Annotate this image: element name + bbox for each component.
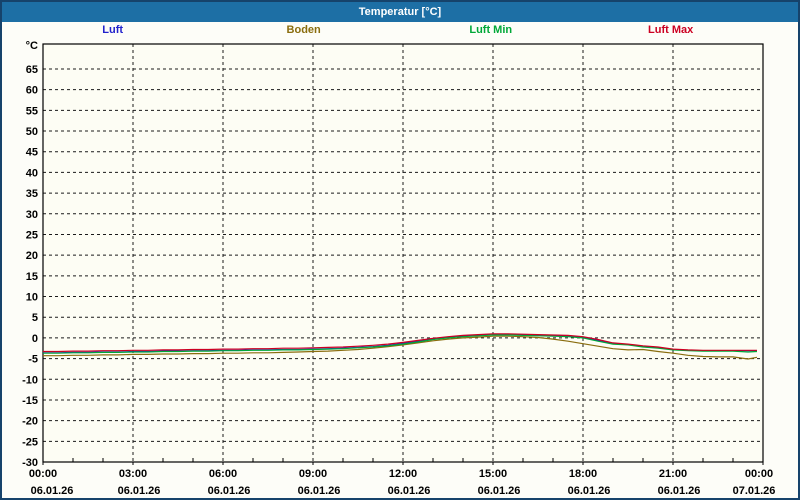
x-tick-time-label: 03:00 [119, 468, 147, 480]
y-tick-label: 5 [32, 312, 38, 324]
y-tick-label: 65 [26, 64, 38, 76]
legend-item-luft-min: Luft Min [469, 24, 513, 36]
x-tick-date-label: 06.01.26 [298, 485, 341, 497]
y-tick-label: 35 [26, 188, 38, 200]
y-tick-label: 30 [26, 209, 38, 221]
x-tick-time-label: 18:00 [569, 468, 597, 480]
x-tick-time-label: 15:00 [479, 468, 507, 480]
legend-item-boden: Boden [286, 24, 321, 36]
x-tick-date-label: 07.01.26 [733, 485, 776, 497]
y-tick-label: -30 [22, 457, 38, 469]
y-tick-label: 40 [26, 167, 38, 179]
series-line-boden [43, 335, 758, 360]
y-tick-label: 45 [26, 147, 38, 159]
series-line-luft-min [43, 334, 758, 354]
x-tick-date-label: 06.01.26 [658, 485, 701, 497]
y-tick-label: 0 [32, 333, 38, 345]
y-tick-label: -5 [28, 354, 38, 366]
legend-item-luft-max: Luft Max [648, 24, 694, 36]
y-tick-label: 20 [26, 250, 38, 262]
x-tick-time-label: 06:00 [209, 468, 237, 480]
x-tick-time-label: 12:00 [389, 468, 417, 480]
y-tick-label: 10 [26, 292, 38, 304]
window-title-bar: Temperatur [°C] [2, 2, 798, 22]
x-tick-time-label: 21:00 [659, 468, 687, 480]
y-tick-label: 50 [26, 126, 38, 138]
x-tick-date-label: 06.01.26 [118, 485, 161, 497]
x-tick-date-label: 06.01.26 [208, 485, 251, 497]
x-tick-time-label: 09:00 [299, 468, 327, 480]
x-tick-date-label: 06.01.26 [568, 485, 611, 497]
y-tick-label: 15 [26, 271, 38, 283]
y-tick-label: -25 [22, 436, 38, 448]
x-tick-date-label: 06.01.26 [478, 485, 521, 497]
series-line-luft-max [43, 333, 757, 353]
y-tick-label: -15 [22, 395, 38, 407]
y-tick-label: 60 [26, 85, 38, 97]
x-tick-date-label: 06.01.26 [388, 485, 431, 497]
x-tick-time-label: 00:00 [745, 468, 773, 480]
plot-border [42, 43, 764, 463]
y-tick-label: -20 [22, 416, 38, 428]
chart-legend: Luft Boden Luft Min Luft Max [2, 22, 798, 40]
x-tick-time-label: 00:00 [29, 468, 57, 480]
legend-item-luft: Luft [102, 24, 124, 36]
y-axis-unit-label: °C [26, 40, 38, 52]
x-tick-date-label: 06.01.26 [31, 485, 74, 497]
chart-title: Temperatur [°C] [358, 6, 442, 18]
y-tick-label: 55 [26, 105, 38, 117]
y-tick-label: 25 [26, 229, 38, 241]
y-tick-label: -10 [22, 374, 38, 386]
